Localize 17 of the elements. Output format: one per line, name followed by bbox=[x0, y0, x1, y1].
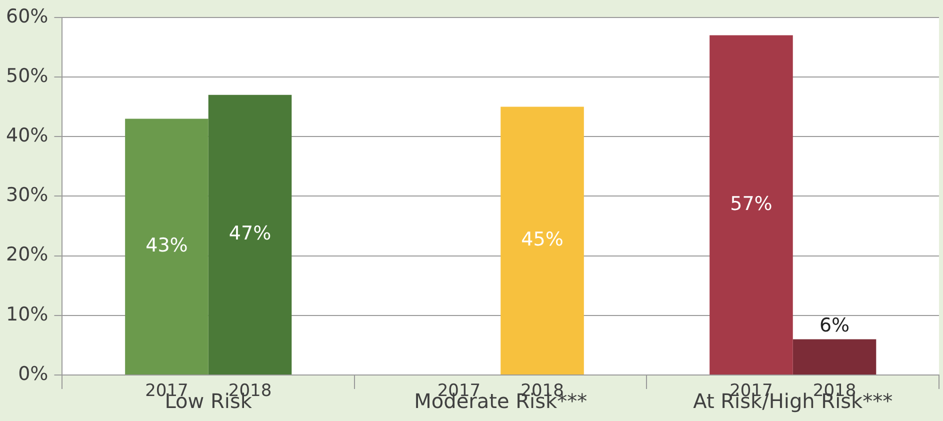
y-tick-label: 10% bbox=[6, 303, 48, 326]
y-tick-label: 50% bbox=[6, 64, 48, 87]
data-label: 57% bbox=[730, 192, 772, 215]
y-tick-label: 0% bbox=[18, 362, 48, 385]
data-label: 45% bbox=[521, 228, 564, 251]
data-label: 43% bbox=[146, 234, 188, 257]
y-tick-label: 40% bbox=[6, 124, 48, 147]
y-tick-label: 30% bbox=[6, 184, 48, 206]
bar bbox=[208, 94, 292, 374]
data-label: 6% bbox=[819, 314, 850, 337]
bar bbox=[710, 35, 793, 374]
bar bbox=[792, 339, 876, 374]
y-tick-label: 20% bbox=[6, 244, 48, 266]
y-tick-label: 60% bbox=[6, 5, 48, 28]
bar bbox=[500, 106, 584, 374]
bar bbox=[125, 118, 208, 374]
data-label: 47% bbox=[228, 222, 272, 245]
